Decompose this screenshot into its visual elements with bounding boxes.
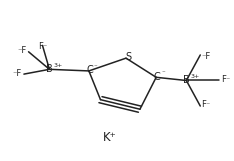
Text: ⁻F: ⁻F [201,52,211,61]
Text: ⁻: ⁻ [161,71,165,77]
Text: S: S [125,52,132,62]
Text: F⁻: F⁻ [38,42,47,51]
Text: B: B [46,64,53,74]
Text: F⁻: F⁻ [222,75,231,84]
Text: 3+: 3+ [190,75,200,80]
Text: K⁺: K⁺ [103,132,117,144]
Text: ⁻F: ⁻F [12,69,22,78]
Text: 3+: 3+ [54,63,63,68]
Text: C: C [87,65,93,75]
Text: B: B [183,75,190,85]
Text: F⁻: F⁻ [201,100,211,109]
Text: ⁻: ⁻ [94,64,98,70]
Text: C: C [154,71,161,81]
Text: ⁻F: ⁻F [17,47,26,56]
